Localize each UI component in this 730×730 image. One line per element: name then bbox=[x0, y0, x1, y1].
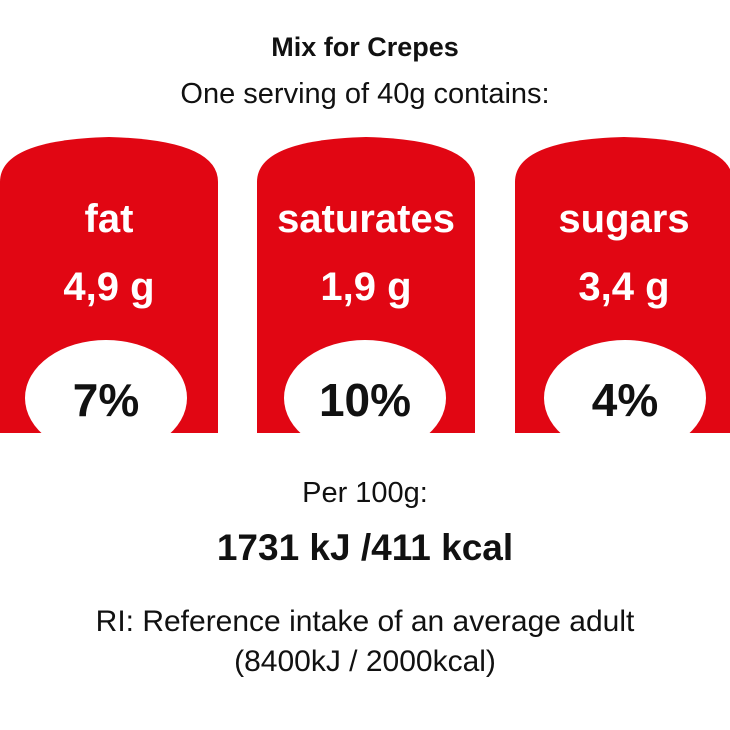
percent-ellipse bbox=[544, 340, 706, 456]
nutrient-name: sugars bbox=[558, 197, 689, 241]
product-title: Mix for Crepes bbox=[271, 32, 459, 62]
nutrient-ri-percent: 7% bbox=[73, 374, 139, 426]
per-100g-label: Per 100g: bbox=[302, 477, 428, 509]
ri-values: (8400kJ / 2000kcal) bbox=[234, 645, 496, 678]
nutrient-amount: 3,4 g bbox=[578, 265, 669, 309]
nutrient-amount: 4,9 g bbox=[63, 265, 154, 309]
nutrient-amount: 1,9 g bbox=[320, 265, 411, 309]
ri-note: RI: Reference intake of an average adult bbox=[95, 605, 635, 638]
panel-bottom-mask bbox=[0, 433, 730, 473]
serving-subtitle: One serving of 40g contains: bbox=[180, 78, 550, 110]
percent-ellipse bbox=[25, 340, 187, 456]
nutrient-panel-saturates: saturates 1,9 g 10% bbox=[257, 137, 475, 456]
percent-ellipse bbox=[284, 340, 446, 456]
nutrient-ri-percent: 4% bbox=[592, 374, 658, 426]
energy-value: 1731 kJ /411 kcal bbox=[216, 527, 514, 568]
nutrient-panel-sugars: sugars 3,4 g 4% bbox=[515, 137, 730, 456]
nutrient-name: fat bbox=[85, 197, 134, 241]
nutrient-panel-fat: fat 4,9 g 7% bbox=[0, 137, 218, 456]
nutrient-name: saturates bbox=[277, 197, 455, 241]
nutrient-ri-percent: 10% bbox=[319, 374, 411, 426]
